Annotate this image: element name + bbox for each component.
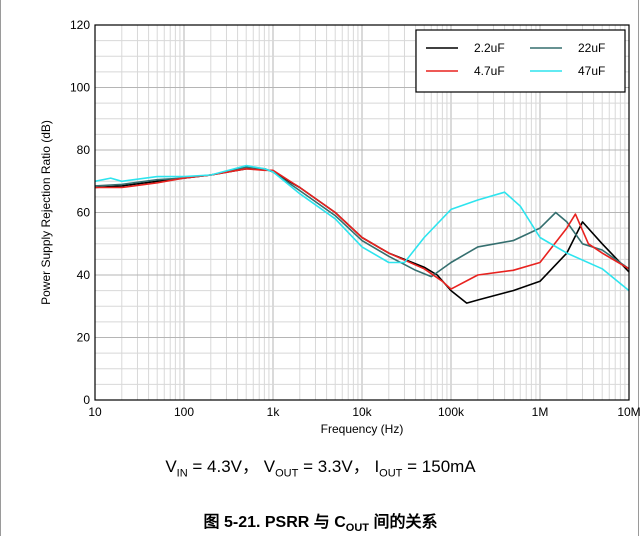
series-line-47uF bbox=[94, 164, 630, 292]
legend-label: 47uF bbox=[578, 64, 605, 78]
vin-symbol: V bbox=[165, 457, 177, 476]
y-tick-label: 100 bbox=[70, 81, 90, 95]
test-conditions: VIN = 4.3V， VOUT = 3.3V， IOUT = 150mA bbox=[0, 452, 641, 479]
vout-value: = 3.3V， bbox=[298, 457, 370, 476]
series-layer bbox=[94, 164, 630, 304]
caption-c-subscript: OUT bbox=[345, 522, 370, 535]
iout-subscript: OUT bbox=[379, 467, 403, 480]
y-tick-label: 120 bbox=[70, 18, 90, 32]
legend: 2.2uF 22uF 4.7uF 47uF bbox=[415, 29, 626, 93]
legend-label: 22uF bbox=[578, 41, 605, 55]
vout-subscript: OUT bbox=[275, 467, 299, 480]
tick-labels: 10 100 1k 10k 100k 1M 10M 0 20 40 60 80 100 120 bbox=[70, 18, 641, 419]
x-tick-label: 1M bbox=[532, 405, 549, 419]
figure-caption: 图 5-21. PSRR 与 COUT 间的关系 bbox=[0, 508, 641, 534]
vin-subscript: IN bbox=[176, 467, 188, 480]
vout-symbol: V bbox=[263, 457, 276, 476]
x-tick-label: 10 bbox=[88, 405, 102, 419]
y-axis-label: Power Supply Rejection Ratio (dB) bbox=[39, 120, 53, 305]
y-tick-label: 0 bbox=[83, 393, 90, 407]
iout-symbol: I bbox=[374, 457, 380, 476]
vin-value: = 4.3V， bbox=[187, 457, 260, 476]
legend-label: 4.7uF bbox=[474, 64, 505, 78]
x-tick-label: 1k bbox=[267, 405, 281, 419]
y-tick-label: 80 bbox=[77, 143, 91, 157]
caption-suffix: 间的关系 bbox=[369, 514, 438, 531]
x-tick-label: 10M bbox=[617, 405, 640, 419]
y-tick-label: 60 bbox=[77, 206, 91, 220]
caption-prefix: 图 5-21. PSRR 与 bbox=[203, 514, 335, 531]
x-tick-label: 100 bbox=[174, 405, 194, 419]
caption-c-symbol: C bbox=[334, 514, 346, 531]
iout-value: = 150mA bbox=[402, 457, 476, 476]
x-axis-label: Frequency (Hz) bbox=[321, 422, 404, 436]
legend-label: 2.2uF bbox=[474, 41, 505, 55]
psrr-chart: 10 100 1k 10k 100k 1M 10M 0 20 40 60 80 100 120 Frequ… bbox=[39, 18, 641, 436]
y-tick-label: 40 bbox=[77, 268, 91, 282]
plot-border bbox=[94, 24, 630, 401]
legend-box bbox=[415, 29, 626, 93]
y-tick-label: 20 bbox=[77, 331, 91, 345]
x-tick-label: 100k bbox=[438, 405, 465, 419]
x-tick-label: 10k bbox=[352, 405, 372, 419]
